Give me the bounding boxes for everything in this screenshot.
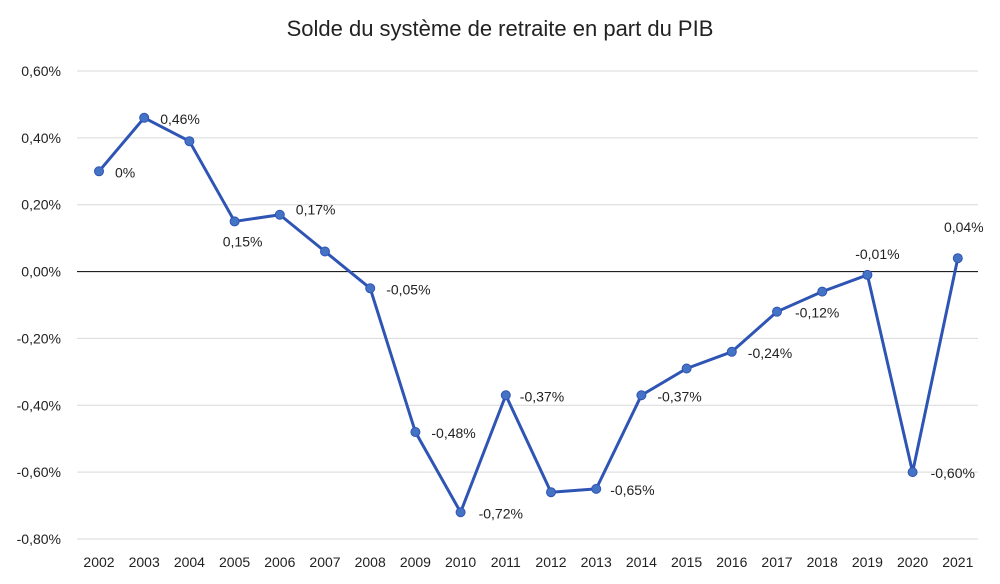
x-tick-label: 2012: [535, 554, 566, 570]
data-label: -0,24%: [748, 345, 792, 361]
data-label: -0,37%: [520, 388, 564, 404]
data-point: [772, 306, 782, 317]
x-tick-label: 2020: [897, 554, 928, 570]
x-tick-label: 2016: [716, 554, 747, 570]
data-point: [410, 427, 421, 438]
data-point: [726, 346, 737, 357]
data-point: [274, 209, 285, 220]
x-tick-label: 2009: [400, 554, 431, 570]
data-label: -0,72%: [479, 505, 523, 521]
x-tick-label: 2021: [942, 554, 973, 570]
data-point: [94, 166, 104, 177]
data-label: -0,37%: [657, 388, 701, 404]
data-point: [365, 283, 376, 294]
data-label: -0,01%: [855, 246, 899, 262]
y-tick-label: 0,20%: [21, 197, 61, 213]
y-tick-label: 0,00%: [21, 264, 61, 280]
data-point: [952, 253, 963, 264]
x-tick-label: 2019: [852, 554, 883, 570]
x-tick-label: 2018: [807, 554, 838, 570]
y-tick-label: -0,80%: [17, 531, 61, 547]
y-tick-label: 0,60%: [21, 63, 61, 79]
x-tick-label: 2005: [219, 554, 250, 570]
chart-title: Solde du système de retraite en part du …: [286, 16, 714, 41]
x-tick-label: 2004: [174, 554, 205, 570]
data-label: 0,04%: [944, 219, 984, 235]
x-tick-label: 2008: [355, 554, 386, 570]
y-tick-label: -0,60%: [17, 464, 61, 480]
data-point: [907, 467, 918, 478]
data-point: [591, 483, 602, 494]
y-tick-label: 0,40%: [21, 130, 61, 146]
data-label: 0,46%: [160, 111, 200, 127]
data-label: 0,15%: [223, 233, 263, 249]
y-tick-label: -0,40%: [17, 397, 61, 413]
series-line: [97, 116, 960, 514]
data-label: -0,60%: [931, 465, 975, 481]
data-label: -0,48%: [431, 425, 475, 441]
data-label: -0,05%: [386, 281, 430, 297]
x-tick-label: 2017: [761, 554, 792, 570]
data-point: [320, 246, 330, 257]
x-tick-label: 2013: [581, 554, 612, 570]
x-tick-label: 2011: [491, 554, 521, 570]
data-point: [862, 269, 873, 280]
x-tick-label: 2007: [309, 554, 340, 570]
data-label: -0,65%: [610, 482, 654, 498]
x-tick-label: 2015: [671, 554, 702, 570]
data-point: [546, 487, 556, 498]
data-point: [139, 112, 150, 123]
data-label: 0%: [115, 164, 135, 180]
x-tick-label: 2006: [264, 554, 295, 570]
x-tick-label: 2014: [626, 554, 657, 570]
data-point: [229, 216, 240, 227]
data-label: 0,17%: [296, 202, 336, 218]
y-tick-label: -0,20%: [17, 330, 61, 346]
data-point: [636, 390, 647, 401]
data-point: [184, 136, 195, 147]
x-tick-label: 2003: [129, 554, 160, 570]
data-label: -0,12%: [795, 305, 839, 321]
data-point: [681, 363, 692, 374]
data-point: [500, 390, 511, 401]
x-tick-label: 2010: [445, 554, 476, 570]
data-point: [817, 286, 828, 297]
x-tick-label: 2002: [83, 554, 114, 570]
data-point: [455, 507, 466, 518]
